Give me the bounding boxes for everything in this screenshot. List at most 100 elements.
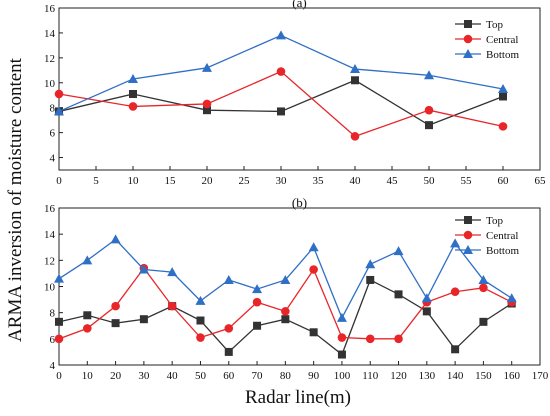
panel-b-legend-label-bottom: Bottom	[486, 245, 519, 257]
panel-a-x-tick-label: 50	[424, 175, 436, 187]
panel-b-data-point-top	[366, 275, 375, 284]
panel-b-y-tick-label: 10	[44, 282, 56, 294]
panel-b-data-point-central	[394, 334, 403, 344]
panel-b-data-point-bottom	[506, 293, 517, 303]
panel-a-y-tick-label: 8	[50, 103, 56, 115]
panel-a-x-tick-label: 5	[93, 175, 99, 187]
panel-b-data-point-central	[365, 334, 375, 344]
panel-b-x-tick-label: 170	[532, 370, 549, 382]
panel-a-legend-marker-bottom	[463, 49, 473, 58]
panel-a-data-point-central	[202, 99, 212, 109]
panel-a-y-tick-label: 10	[44, 78, 56, 90]
panel-a-y-tick-label: 6	[50, 128, 56, 140]
panel-a-data-point-bottom	[424, 70, 434, 80]
panel-b-data-point-central	[479, 283, 488, 293]
panel-a-label: (a)	[292, 0, 306, 10]
panel-b-legend: Top Central Bottom	[455, 215, 519, 257]
panel-a-x-tick-label: 60	[498, 175, 510, 187]
panel-b-data-point-bottom	[393, 246, 404, 256]
panel-b-x-tick-label: 60	[223, 370, 235, 382]
panel-b-data-point-central	[111, 301, 120, 311]
panel-b: (b) 0 10 20 30 40 50 60 70 80 90 100 110 120 130 140 150…	[44, 195, 549, 382]
panel-a-data-point-top	[499, 92, 507, 101]
panel-b-data-point-top	[451, 345, 460, 354]
panel-a-data-point-top	[351, 76, 359, 85]
panel-b-data-point-top	[196, 316, 205, 325]
panel-a-x-tick-label: 35	[313, 175, 325, 187]
panel-b-data-point-bottom	[336, 312, 347, 322]
panel-b-x-tick-label: 150	[475, 370, 492, 382]
panel-b-x-tick-label: 100	[334, 370, 351, 382]
panel-a-data-point-central	[276, 67, 286, 76]
panel-b-y-tick-label: 16	[44, 203, 56, 215]
panel-b-data-point-central	[309, 265, 318, 274]
panel-b-data-point-bottom	[54, 273, 64, 283]
panel-a-data-point-central	[424, 105, 434, 115]
panel-b-legend-marker-bottom	[463, 245, 473, 254]
panel-b-y-tick-label: 6	[50, 334, 56, 346]
panel-a-x-tick-label: 15	[165, 175, 177, 187]
panel-a-y-tick-label: 16	[44, 3, 56, 15]
panel-a-data-point-top	[203, 106, 211, 115]
panel-b-data-point-central	[252, 297, 262, 307]
panel-b-x-tick-label: 50	[195, 370, 207, 382]
panel-b-data-point-central	[281, 307, 290, 316]
panel-a-x-tick-label: 0	[56, 175, 62, 187]
panel-b-legend-label-central: Central	[486, 230, 518, 242]
panel-b-data-point-top	[337, 350, 346, 359]
panel-b-data-point-central	[82, 324, 92, 333]
panel-b-data-point-central	[337, 333, 347, 342]
panel-b-data-point-bottom	[421, 293, 432, 303]
y-axis-title: ARMA inversion of moisture content	[5, 57, 26, 342]
panel-a-data-point-central	[350, 132, 360, 141]
panel-b-data-point-top	[479, 317, 488, 326]
panel-b-x-tick-label: 20	[110, 370, 122, 382]
panel-b-data-point-bottom	[110, 234, 121, 244]
panel-b-x-tick-label: 120	[390, 370, 407, 382]
panel-a-data-point-bottom	[128, 74, 138, 84]
panel-a-data-point-bottom	[202, 62, 212, 72]
panel-b-y-tick-label: 8	[50, 308, 56, 320]
panel-a-series-line-top	[58, 79, 504, 126]
panel-b-data-point-top	[253, 321, 262, 330]
panel-b-legend-label-top: Top	[486, 215, 503, 227]
panel-b-x-tick-label: 40	[167, 370, 179, 382]
panel-a-x-tick-label: 25	[239, 175, 251, 187]
panel-b-y-tick-label: 4	[50, 360, 56, 372]
panel-a-data-point-bottom	[54, 106, 64, 116]
panel-b-x-tick-label: 90	[308, 370, 320, 382]
panel-b-data-point-central	[450, 287, 460, 297]
panel-b-y-tick-label: 12	[44, 255, 55, 267]
panel-a-legend-marker-top	[464, 20, 472, 28]
panel-b-x-tick-label: 30	[138, 370, 150, 382]
panel-a-data-point-central	[498, 122, 508, 131]
panel-a-y-tick-label: 12	[44, 53, 55, 65]
panel-b-data-point-central	[167, 301, 177, 311]
panel-a-legend-marker-central	[463, 34, 473, 44]
panel-b-x-tick-label: 10	[82, 370, 94, 382]
panel-a-data-point-central	[128, 102, 138, 111]
panel-a-x-tick-label: 30	[276, 175, 288, 187]
panel-b-x-tick-label: 130	[419, 370, 436, 382]
panel-a-x-tick-label: 45	[387, 175, 399, 187]
panel-b-data-point-top	[224, 347, 233, 356]
panel-a-series-line-central	[58, 70, 504, 138]
panel-a-data-point-top	[277, 107, 285, 116]
panel-b-data-point-top	[422, 307, 431, 316]
panel-b-data-point-central	[196, 333, 205, 342]
panel-a-legend-label-bottom: Bottom	[486, 49, 519, 61]
panel-a-data-point-bottom	[498, 84, 508, 93]
panel-b-x-tick-label: 110	[362, 370, 379, 382]
panel-b-data-point-top	[139, 315, 148, 324]
panel-b-data-point-top	[281, 315, 290, 324]
panel-b-data-point-top	[394, 290, 403, 299]
panel-b-data-point-bottom	[223, 274, 234, 284]
panel-b-data-point-bottom	[365, 259, 376, 269]
panel-b-data-point-top	[55, 317, 63, 326]
panel-a-data-point-top	[425, 121, 433, 130]
panel-a-plot-frame	[58, 7, 541, 171]
panel-a-data-point-central	[54, 89, 64, 99]
panel-b-data-point-top	[309, 328, 318, 337]
panel-b-data-point-bottom	[478, 274, 489, 284]
